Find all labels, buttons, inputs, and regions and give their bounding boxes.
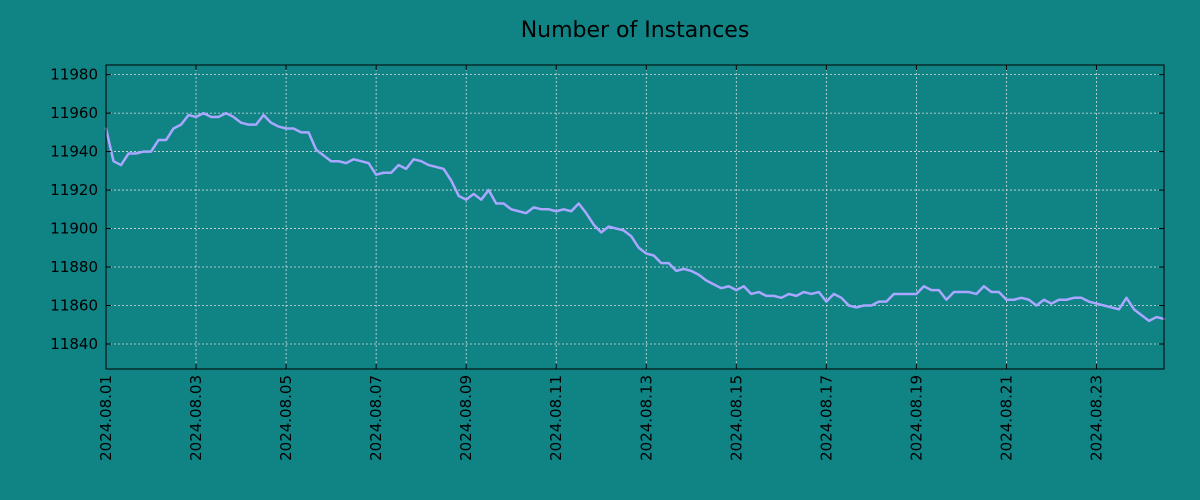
plot-frame (105, 64, 1165, 370)
x-tick-label: 2024.08.15 (727, 375, 745, 461)
x-tick-label: 2024.08.11 (547, 375, 565, 461)
x-tick-label: 2024.08.05 (277, 375, 295, 461)
x-tick-label: 2024.08.09 (457, 375, 475, 461)
axis-ticks (105, 65, 1164, 369)
y-tick-label: 11900 (50, 220, 98, 238)
series-layer (104, 111, 1166, 323)
x-tick-label: 2024.08.07 (367, 375, 385, 461)
series-line (104, 111, 1166, 323)
x-tick-label: 2024.08.03 (187, 375, 205, 461)
x-tick-label: 2024.08.13 (637, 375, 655, 461)
y-tick-label: 11980 (50, 66, 98, 84)
x-tick-label: 2024.08.19 (907, 375, 925, 461)
chart-title: Number of Instances (521, 18, 750, 43)
x-tick-label: 2024.08.23 (1087, 375, 1105, 461)
y-tick-label: 11940 (50, 143, 98, 161)
y-tick-label: 11840 (50, 335, 98, 353)
y-axis-tick-labels: 11840 11860 11880 11900 11920 11940 11960 11980 (50, 66, 98, 353)
y-tick-label: 11860 (50, 297, 98, 315)
x-axis-tick-labels: 2024.08.01 2024.08.03 2024.08.05 2024.08.07… (97, 375, 1105, 461)
grid (105, 65, 1164, 369)
x-tick-label: 2024.08.01 (97, 375, 115, 461)
x-tick-label: 2024.08.17 (817, 375, 835, 461)
y-tick-label: 11920 (50, 181, 98, 199)
y-tick-label: 11960 (50, 104, 98, 122)
y-tick-label: 11880 (50, 258, 98, 276)
x-tick-label: 2024.08.21 (997, 375, 1015, 461)
